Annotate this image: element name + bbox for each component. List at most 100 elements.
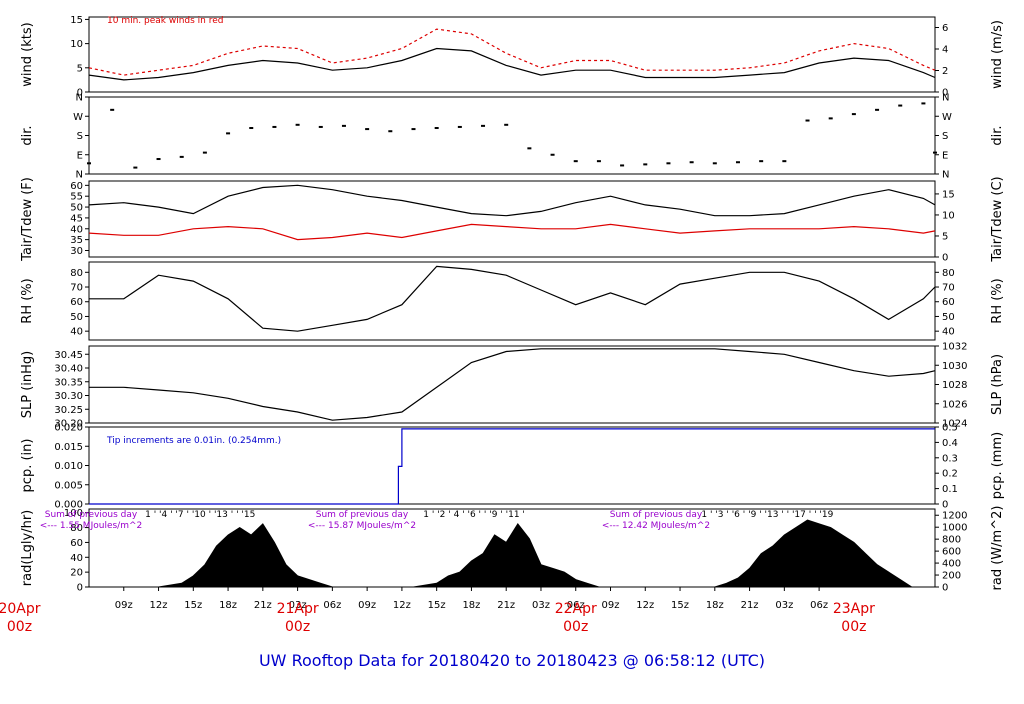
temp-right-tick-label: 5 (942, 231, 948, 242)
time-tick-label: 06z (567, 600, 585, 611)
pcp-left-tick-label: 0.000 (54, 500, 83, 511)
rad-series-area (89, 519, 935, 588)
rh-panel: 40 50 60 70 80 40 50 60 70 80 RH (%) RH (%) (20, 261, 1005, 341)
dir-point (898, 104, 903, 107)
rh-right-tick-label: 80 (942, 268, 955, 279)
wind-left-tick-label: 5 (77, 63, 83, 74)
rh-ylabel-right: RH (%) (990, 278, 1005, 323)
dir-point (341, 124, 346, 127)
wind-series-1 (88, 47, 936, 81)
pcp-series-0 (89, 428, 935, 505)
slp-left-tick-label: 30.25 (54, 405, 83, 416)
time-tick-label: 18z (462, 600, 480, 611)
dir-point (411, 128, 416, 131)
dir-right-tick-label: N (942, 170, 949, 181)
dir-point (527, 147, 532, 150)
time-tick-label: 03z (289, 600, 307, 611)
temp-left-tick-label: 30 (70, 246, 83, 257)
pcp-left-tick-label: 0.005 (54, 480, 83, 491)
rad-left-tick-label: 100 (64, 508, 83, 519)
dir-point (828, 117, 833, 120)
time-tick-label: 15z (671, 600, 689, 611)
temp-left-tick-label: 40 (70, 224, 83, 235)
day-label-time: 00z (563, 619, 588, 635)
rad-left-tick-label: 60 (70, 538, 83, 549)
time-tick-label: 06z (810, 600, 828, 611)
time-tick-label: 09z (358, 600, 376, 611)
pcp-ylabel-right: pcp. (mm) (990, 432, 1005, 499)
temp-ylabel-right: Tair/Tdew (C) (990, 176, 1005, 262)
rad-right-tick-label: 600 (942, 547, 961, 558)
time-tick-label: 12z (393, 600, 411, 611)
rad-daily-sum-title: Sum of previous day (45, 510, 138, 520)
rh-series-0 (89, 265, 936, 332)
time-tick-label: 21z (497, 600, 515, 611)
pcp-left-tick-label: 0.015 (54, 442, 83, 453)
pcp-left-tick-label: 0.010 (54, 461, 83, 472)
day-label-date: 20Apr (0, 601, 41, 617)
dir-right-tick-label: N (942, 93, 949, 104)
dir-point (921, 102, 926, 105)
wind-left-tick-label: 0 (77, 88, 83, 99)
pcp-annotation: Tip increments are 0.01in. (0.254mm.) (106, 436, 281, 446)
dir-point (759, 160, 764, 163)
pcp-right-tick-label: 0.5 (942, 423, 958, 434)
dir-point (573, 160, 578, 163)
dir-point (735, 161, 740, 164)
dir-point (295, 123, 300, 126)
slp-right-tick-label: 1030 (942, 361, 967, 372)
day-label-time: 00z (841, 619, 866, 635)
temp-right-tick-label: 15 (942, 189, 955, 200)
wind-ylabel-right: wind (m/s) (990, 20, 1005, 89)
slp-left-tick-label: 30.35 (54, 377, 83, 388)
time-tick-label: 09z (602, 600, 620, 611)
dir-point (550, 153, 555, 156)
dir-ylabel-left: dir. (20, 125, 35, 145)
dir-point (202, 151, 207, 154)
time-tick-label: 12z (636, 600, 654, 611)
dir-point (226, 132, 231, 135)
pcp-ylabel-left: pcp. (in) (20, 439, 35, 493)
slp-panel: 30.20 30.25 30.30 30.35 30.40 30.45 1024 1026 10… (20, 342, 1005, 430)
wind-left-tick-label: 15 (70, 15, 83, 26)
dir-left-tick-label: W (73, 112, 83, 123)
time-tick-label: 21z (254, 600, 272, 611)
dir-left-tick-label: S (77, 131, 83, 142)
time-tick-label: 15z (184, 600, 202, 611)
dir-point (318, 125, 323, 128)
temp-left-tick-label: 35 (70, 235, 83, 246)
pcp-right-tick-label: 0.2 (942, 469, 958, 480)
rad-annotations: 1 ' '4 ' '7 ' '10 ' '13 ' ' '15 1 ' '2 ' … (40, 510, 834, 531)
dir-point (272, 125, 277, 128)
dir-point (643, 163, 648, 166)
dir-point (388, 130, 393, 133)
slp-right-tick-label: 1032 (942, 342, 967, 353)
temp-left-tick-label: 45 (70, 213, 83, 224)
rad-daily-sum-value: <--- 1.55 MJoules/m^2 (40, 521, 142, 531)
rh-frame (88, 261, 936, 341)
dir-point (133, 166, 138, 169)
rh-left-tick-label: 70 (70, 283, 83, 294)
wind-right-tick-label: 4 (942, 45, 948, 56)
dir-left-tick-label: N (76, 170, 83, 181)
rh-left-tick-label: 40 (70, 327, 83, 338)
rad-hour-marks: 1 ' '3 ' '6 ' '9 ' '13 ' ' '17 ' ' '19 (701, 510, 833, 520)
wind-ylabel-left: wind (kts) (20, 22, 35, 86)
rad-daily-sum-title: Sum of previous day (610, 510, 703, 520)
rh-right-tick-label: 40 (942, 327, 955, 338)
dir-point (365, 128, 370, 131)
rad-panel: 020406080100020040060080010001200rad(Lgl… (20, 506, 1005, 594)
day-label-date: 23Apr (833, 601, 875, 617)
rad-daily-sum-value: <--- 12.42 MJoules/m^2 (602, 521, 710, 531)
slp-ylabel-left: SLP (inHg) (20, 351, 35, 419)
dir-point (481, 124, 486, 127)
slp-left-tick-label: 30.30 (54, 391, 83, 402)
rad-ylabel-right: rad (W/m^2) (990, 506, 1005, 591)
slp-left-tick-label: 30.45 (54, 350, 83, 361)
wind-right-tick-label: 2 (942, 66, 948, 77)
pcp-right-tick-label: 0.3 (942, 453, 958, 464)
dir-right-tick-label: S (942, 131, 948, 142)
